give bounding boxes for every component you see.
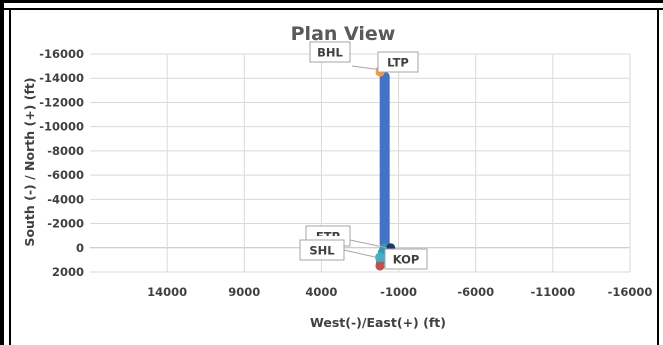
x-tick-label: -6000: [457, 285, 494, 299]
y-tick-label: -10000: [39, 120, 84, 134]
y-tick-label: 2000: [52, 265, 84, 279]
callouts: BHL LTP FTPSHL KOP: [299, 41, 428, 270]
bhl-leader: [351, 65, 381, 71]
kop-callout: KOP: [383, 248, 428, 270]
frame-left-edge: [0, 0, 4, 345]
x-tick-label: 4000: [305, 285, 337, 299]
y-tick-label: -2000: [47, 217, 84, 231]
kop-marker: [375, 261, 385, 271]
data-series: [375, 72, 390, 271]
frame-right-edge: [657, 8, 659, 345]
bhl-label: BHL: [317, 46, 343, 60]
lateral-section: [379, 72, 390, 248]
y-tick-label: 0: [76, 241, 84, 255]
ftp-leader: [349, 239, 387, 249]
ltp-label: LTP: [387, 56, 409, 70]
y-tick-label: -4000: [47, 192, 84, 206]
bhl-callout-box: [309, 41, 351, 63]
y-tick-label: -8000: [47, 144, 84, 158]
bhl-callout: BHL: [309, 41, 381, 71]
x-tick-label: -11000: [530, 285, 575, 299]
shl-label: SHL: [309, 244, 335, 258]
y-tick-label: -12000: [39, 95, 84, 109]
kop-label: KOP: [393, 253, 420, 267]
shl-callout-box: [299, 239, 345, 261]
frame-top-edge: [0, 0, 663, 3]
x-tick-label: 14000: [147, 285, 187, 299]
y-tick-label: -14000: [39, 71, 84, 85]
x-tick-labels: 14000 9000 4000 -1000 -6000 -11000 -16000: [147, 285, 652, 299]
frame-inner-left-edge: [9, 8, 11, 345]
y-axis-label: South (-) / North (+) (ft): [22, 77, 37, 246]
frame-inner-top-edge: [0, 8, 663, 10]
shl-leader: [343, 249, 378, 258]
gridlines: [90, 53, 631, 273]
y-tick-label: -6000: [47, 168, 84, 182]
kop-callout-box: [384, 248, 428, 270]
x-tick-label: 9000: [228, 285, 260, 299]
x-tick-label: -1000: [380, 285, 417, 299]
x-tick-label: -16000: [608, 285, 653, 299]
chart-title: Plan View: [291, 23, 396, 45]
shl-callout: SHL: [299, 239, 378, 261]
shl-marker: [375, 252, 386, 263]
ltp-callout-box: [377, 51, 419, 73]
x-axis-label: West(-)/East(+) (ft): [310, 315, 446, 330]
y-tick-labels: -16000 -14000 -12000 -10000 -8000 -6000 -4000 -…: [39, 47, 84, 279]
ltp-callout: LTP: [377, 51, 419, 73]
ftp-label: FTP: [316, 230, 340, 244]
y-tick-label: -16000: [39, 47, 84, 61]
